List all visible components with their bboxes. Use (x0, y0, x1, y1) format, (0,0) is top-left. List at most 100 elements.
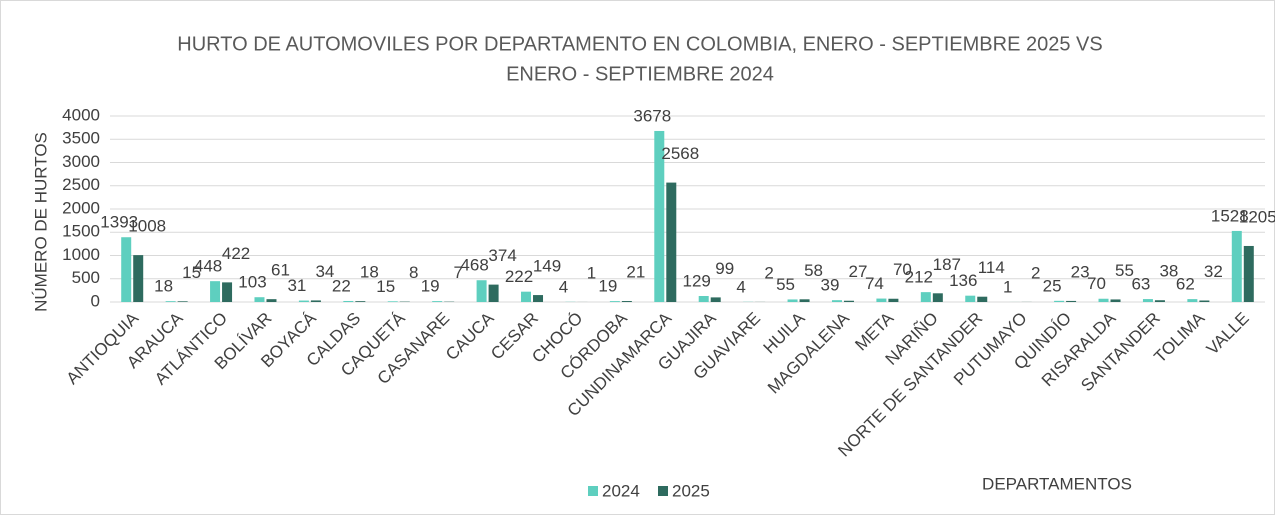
bar (1066, 300, 1077, 302)
data-label: 4 (736, 277, 745, 296)
data-label: 70 (1087, 274, 1106, 293)
bar (710, 297, 721, 302)
data-label: 18 (154, 277, 173, 296)
bar (831, 300, 842, 302)
data-label: 114 (978, 258, 1005, 277)
bar (932, 293, 943, 302)
bar (298, 300, 309, 302)
data-label: 23 (1071, 262, 1090, 281)
y-axis-label: NÚMERO DE HURTOS (31, 132, 50, 312)
bar (843, 300, 854, 302)
legend-swatch (658, 486, 668, 496)
bar (666, 182, 677, 302)
legend-label: 2025 (672, 481, 710, 500)
chart-title: ENERO - SEPTIEMBRE 2024 (506, 63, 774, 85)
y-tick-label: 2500 (62, 175, 100, 194)
x-axis-label: DEPARTAMENTOS (982, 474, 1132, 493)
data-label: 55 (1115, 261, 1134, 280)
data-label: 1393 (100, 213, 138, 232)
data-label: 58 (804, 261, 823, 280)
bar (533, 295, 544, 302)
data-label: 15 (182, 263, 201, 282)
bar (133, 255, 144, 302)
bar (1231, 230, 1242, 302)
data-label: 103 (238, 273, 266, 292)
bar (521, 291, 532, 302)
chart-title: HURTO DE AUTOMOVILES POR DEPARTAMENTO EN… (177, 33, 1102, 55)
data-label: 55 (776, 275, 795, 294)
data-label: 19 (421, 277, 440, 296)
y-tick-label: 1500 (62, 222, 100, 241)
data-label: 187 (933, 255, 961, 274)
y-tick-label: 1000 (62, 245, 100, 264)
data-label: 61 (271, 261, 290, 280)
bar (1154, 300, 1165, 302)
bar (1110, 299, 1121, 302)
bar (121, 237, 132, 302)
bar (222, 282, 233, 302)
legend-label: 2024 (602, 481, 640, 500)
bar (310, 300, 321, 302)
bar (254, 297, 265, 302)
data-label: 31 (287, 276, 306, 295)
bar (355, 301, 366, 302)
data-label: 448 (194, 257, 222, 276)
data-label: 136 (949, 271, 977, 290)
bar (1098, 298, 1109, 302)
bar (1243, 245, 1254, 302)
bar (266, 299, 277, 302)
bar (799, 299, 810, 302)
data-label: 39 (821, 276, 840, 295)
bar (210, 281, 221, 302)
data-label: 34 (315, 262, 334, 281)
bar (387, 301, 398, 302)
data-label: 62 (1176, 275, 1195, 294)
data-label: 8 (409, 263, 418, 282)
data-label: 1 (587, 263, 596, 282)
data-label: 2 (1031, 263, 1040, 282)
data-label: 22 (332, 276, 351, 295)
bar (488, 284, 499, 302)
data-label: 149 (533, 257, 561, 276)
data-label: 21 (626, 263, 645, 282)
data-label: 1205 (1239, 207, 1275, 226)
bar (888, 298, 899, 302)
data-label: 468 (460, 256, 488, 275)
data-label: 1528 (1211, 206, 1249, 225)
y-tick-label: 4000 (62, 105, 100, 124)
y-tick-label: 2000 (62, 198, 100, 217)
data-label: 212 (905, 268, 933, 287)
bar (876, 298, 887, 302)
bar (977, 296, 988, 302)
data-label: 222 (505, 267, 533, 286)
bar (432, 301, 443, 302)
bar (920, 292, 931, 302)
data-label: 2 (764, 263, 773, 282)
bar (965, 295, 976, 302)
data-label: 74 (865, 274, 884, 293)
bar (1142, 299, 1153, 302)
bar (343, 300, 354, 302)
bar (1199, 300, 1210, 302)
data-label: 374 (488, 246, 516, 265)
data-label: 25 (1043, 276, 1062, 295)
data-label: 19 (598, 277, 617, 296)
data-label: 15 (376, 277, 395, 296)
bar (165, 301, 176, 302)
bar (621, 301, 632, 302)
data-label: 70 (893, 260, 912, 279)
data-label: 422 (222, 244, 250, 263)
bar (476, 280, 487, 302)
data-label: 2568 (661, 144, 699, 163)
data-label: 99 (715, 259, 734, 278)
bar (1187, 299, 1198, 302)
y-tick-label: 3000 (62, 152, 100, 171)
data-label: 1 (1003, 277, 1012, 296)
data-label: 4 (559, 277, 568, 296)
bar (609, 301, 620, 302)
bar (787, 299, 798, 302)
bar (698, 296, 709, 302)
bar (654, 130, 665, 302)
